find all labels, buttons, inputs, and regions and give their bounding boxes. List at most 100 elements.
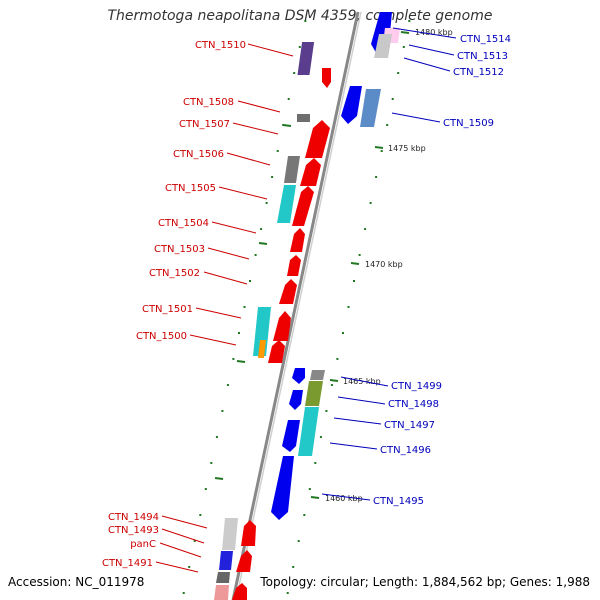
scale-dot (342, 332, 344, 334)
feature-gray-1506 (284, 156, 300, 183)
scale-dot (386, 124, 389, 126)
scale-dot (397, 72, 400, 74)
scale-dot (271, 176, 274, 178)
gene-ctn1509 (341, 86, 362, 124)
scale-dot (358, 254, 361, 256)
gene-ctn1500 (268, 340, 285, 363)
scale-dot (292, 566, 295, 568)
gene-ctn1502 (279, 279, 297, 304)
gene-ctn1494 (241, 520, 256, 546)
scale-dot (347, 306, 350, 308)
scale-dot (319, 436, 322, 438)
scale-dots (182, 20, 411, 594)
forward-genes (214, 42, 331, 600)
gene-ctn1501 (273, 311, 291, 341)
major-tick (214, 477, 224, 480)
scale-dot (293, 72, 296, 74)
label-ctn1494: CTN_1494 (108, 512, 159, 523)
gene-ctn1503 (287, 255, 301, 276)
scale-dot (380, 150, 383, 152)
feature-gray-1499 (310, 370, 325, 380)
scale-ticks (214, 31, 410, 499)
label-ctn1501: CTN_1501 (142, 304, 193, 315)
gene-ctn1499 (292, 368, 305, 384)
gene-ctn1504 (290, 228, 305, 252)
gene-ctn1497 (282, 420, 300, 452)
label-ctn1493: CTN_1493 (108, 525, 159, 536)
feature-gray-panc (216, 572, 230, 583)
label-ctn1503: CTN_1503 (154, 244, 205, 255)
scale-dot (215, 436, 218, 438)
gene-ctn1505 (292, 186, 314, 226)
label-ctn1502: CTN_1502 (149, 268, 200, 279)
major-tick (350, 262, 360, 265)
scale-dot (204, 488, 207, 490)
label-ctn1513: CTN_1513 (457, 51, 508, 62)
scale-dot (254, 254, 257, 256)
genome-title: Thermotoga neapolitana DSM 4359, complet… (107, 8, 493, 24)
major-tick (374, 146, 384, 149)
label-ctn1491: CTN_1491 (102, 558, 153, 569)
feature-purple-1510 (297, 42, 315, 75)
label-ctn1512: CTN_1512 (453, 67, 504, 78)
scale-dot (226, 384, 229, 386)
kbp-label-1470: 1470 kbp (365, 260, 403, 269)
scale-dot (193, 540, 196, 542)
feature-cyan-1497 (298, 407, 319, 456)
major-tick (282, 124, 292, 127)
scale-dot (314, 462, 317, 464)
scale-dot (238, 332, 240, 334)
gene-ctn1495 (271, 456, 294, 520)
kbp-label-1480: 1480 kbp (415, 28, 453, 37)
major-tick (258, 242, 268, 245)
label-ctn1497: CTN_1497 (384, 420, 435, 431)
label-ctn1508: CTN_1508 (183, 97, 234, 108)
feature-olive-1498 (305, 381, 323, 406)
feature-lightgray-1512 (374, 34, 392, 58)
scale-dot (408, 20, 411, 22)
label-ctn1507: CTN_1507 (179, 119, 230, 130)
scale-dot (182, 592, 185, 594)
scale-dot (199, 514, 202, 516)
major-tick (310, 496, 320, 499)
backbone (231, 11, 362, 600)
genome-stats: Topology: circular; Length: 1,884,562 bp… (260, 575, 590, 589)
right-gene-labels: CTN_1514 CTN_1513 CTN_1512 CTN_1509 CTN_… (373, 34, 511, 507)
scale-dot (402, 46, 405, 48)
feature-steel-1509 (360, 89, 381, 127)
label-ctn1509: CTN_1509 (443, 118, 494, 129)
gene-ctn1491 (232, 583, 247, 600)
scale-dot (249, 280, 251, 282)
label-ctn1514: CTN_1514 (460, 34, 511, 45)
feature-blue-1493 (219, 551, 233, 570)
label-ctn1505: CTN_1505 (165, 183, 216, 194)
scale-dot (375, 176, 378, 178)
label-ctn1506: CTN_1506 (173, 149, 224, 160)
feature-cyan-1501 (253, 307, 271, 356)
scale-dot (304, 20, 307, 22)
scale-dot (221, 410, 224, 412)
feature-gray-1508 (297, 114, 310, 122)
kbp-label-1475: 1475 kbp (388, 144, 426, 153)
label-ctn1496: CTN_1496 (380, 445, 431, 456)
scale-dot (364, 228, 367, 230)
scale-dot (325, 410, 328, 412)
feature-lightgray-1494 (222, 518, 238, 550)
scale-dot (298, 46, 301, 48)
scale-dot (260, 228, 263, 230)
scale-dot (243, 306, 246, 308)
gene-ctn1507 (305, 120, 330, 158)
label-ctn1499: CTN_1499 (391, 381, 442, 392)
major-tick (400, 31, 410, 34)
major-tick (329, 379, 339, 382)
label-ctn1500: CTN_1500 (136, 331, 187, 342)
kbp-label-1460: 1460 kbp (325, 494, 363, 503)
scale-dot (210, 462, 213, 464)
kbp-labels: 1480 kbp 1475 kbp 1470 kbp 1465 kbp 1460… (325, 28, 453, 503)
left-gene-labels: CTN_1510 CTN_1508 CTN_1507 CTN_1506 CTN_… (102, 40, 246, 569)
scale-dot (336, 358, 339, 360)
scale-dot (286, 592, 289, 594)
scale-dot (276, 150, 279, 152)
major-tick (236, 360, 246, 363)
